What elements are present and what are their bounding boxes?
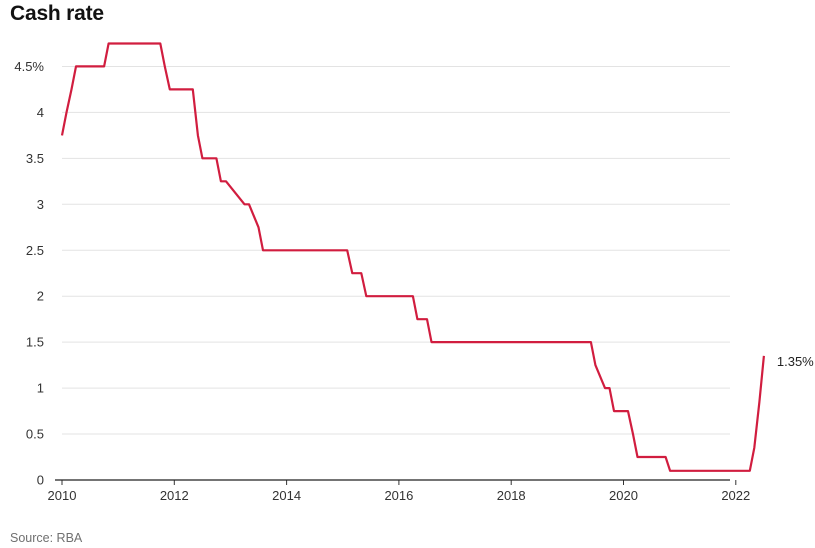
x-tick-label: 2020 (609, 488, 638, 503)
x-axis-ticks: 2010 2012 2014 2016 2018 2020 2022 (48, 480, 750, 503)
y-tick-label: 0.5 (26, 427, 44, 442)
x-tick-label: 2016 (384, 488, 413, 503)
chart-title: Cash rate (10, 2, 104, 25)
y-tick-label: 4.5% (14, 59, 44, 74)
y-tick-label: 2 (37, 289, 44, 304)
y-tick-label: 0 (37, 473, 44, 488)
y-tick-label: 3 (37, 197, 44, 212)
x-tick-label: 2012 (160, 488, 189, 503)
x-tick-label: 2022 (721, 488, 750, 503)
y-tick-label: 1.5 (26, 335, 44, 350)
y-tick-label: 4 (37, 105, 44, 120)
y-tick-label: 3.5 (26, 151, 44, 166)
x-tick-label: 2010 (48, 488, 77, 503)
y-tick-label: 1 (37, 381, 44, 396)
cash-rate-line (60, 42, 765, 472)
x-tick-label: 2018 (497, 488, 526, 503)
gridlines (62, 65, 730, 435)
source-note: Source: RBA (10, 531, 83, 545)
end-value-label: 1.35% (777, 354, 814, 369)
y-axis-ticks: 0 0.5 1 1.5 2 2.5 3 3.5 4 4.5% (14, 59, 44, 488)
y-tick-label: 2.5 (26, 243, 44, 258)
x-tick-label: 2014 (272, 488, 301, 503)
